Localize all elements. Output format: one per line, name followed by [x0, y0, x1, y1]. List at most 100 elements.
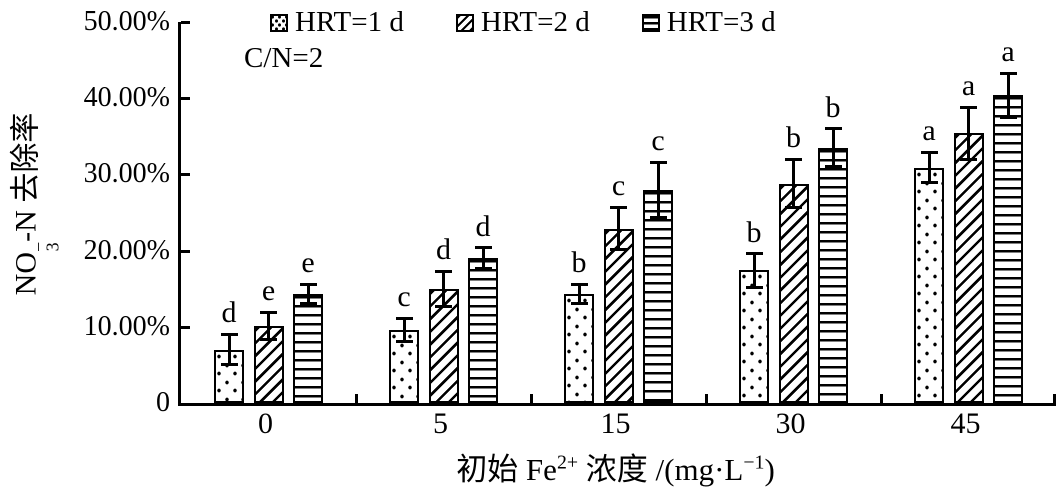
legend-label: HRT=1 d [295, 6, 404, 38]
error-bar-cap-top [570, 282, 588, 286]
bar [564, 294, 594, 403]
cn-ratio-annotation: C/N=2 [244, 42, 324, 74]
error-bar-cap-top [610, 205, 627, 209]
error-bar [967, 107, 970, 160]
bar [739, 270, 769, 403]
significance-letter: d [475, 209, 491, 243]
error-bar [306, 284, 310, 304]
error-bar-cap-top [395, 316, 413, 320]
error-bar-cap-top [999, 71, 1017, 75]
y-tick-label: 0 [156, 387, 170, 418]
superscript: 2+ [556, 451, 579, 474]
x-axis-tick [354, 394, 358, 403]
error-bar [402, 318, 406, 342]
error-bar-cap-top [474, 246, 492, 250]
error-bar-cap-bottom [960, 157, 977, 161]
error-bar [577, 284, 581, 304]
error-bar [481, 247, 485, 269]
significance-letter: b [571, 246, 587, 280]
significance-letter: a [1001, 35, 1015, 69]
x-axis-tick [704, 394, 708, 403]
error-bar-cap-top [920, 150, 938, 154]
error-bar [442, 271, 445, 307]
bar [818, 147, 848, 403]
error-bar-cap-top [220, 332, 238, 336]
y-axis-label: NO −3 -N 去除率 [9, 112, 63, 296]
error-bar-cap-bottom [999, 115, 1017, 119]
x-tick-label: 15 [600, 407, 631, 440]
error-bar-cap-top [299, 282, 317, 286]
x-tick-label: 0 [258, 407, 273, 440]
significance-letter: c [651, 124, 665, 158]
bar [993, 95, 1023, 403]
y-tick-label: 30.00% [83, 158, 170, 190]
error-bar-cap-bottom [395, 339, 413, 343]
bar [293, 294, 323, 403]
bar [468, 258, 498, 403]
significance-letter: a [961, 69, 976, 103]
significance-letter: b [746, 215, 762, 249]
error-bar [617, 207, 620, 250]
error-bar [227, 334, 231, 365]
bar [253, 326, 284, 403]
x-tick-label: 5 [433, 407, 448, 440]
error-bar-cap-bottom [610, 248, 627, 252]
y-tick-label: 20.00% [83, 234, 170, 266]
error-bar [656, 162, 660, 218]
legend: HRT=1 d HRT=2 d HRT=3 d [270, 8, 776, 37]
legend-item: HRT=1 d [270, 8, 404, 37]
bar [428, 288, 459, 403]
y-tick-label: 50.00% [83, 6, 170, 37]
significance-letter: e [261, 274, 276, 308]
error-bar-cap-bottom [785, 206, 802, 210]
error-bar [927, 152, 931, 183]
error-bar-cap-bottom [649, 215, 667, 219]
x-axis-tick [529, 394, 533, 403]
y-axis-tick [181, 97, 190, 101]
significance-letter: d [436, 233, 451, 267]
error-bar-cap-bottom [570, 302, 588, 306]
bar [778, 183, 809, 403]
error-bar-cap-bottom [260, 338, 277, 342]
y-axis-tick [181, 173, 190, 177]
error-bar-cap-bottom [474, 267, 492, 271]
y-axis-tick [181, 21, 190, 24]
error-bar-cap-top [745, 252, 763, 256]
error-bar-cap-top [824, 127, 842, 131]
x-tick-label: 45 [950, 407, 981, 440]
x-axis-tick [879, 394, 883, 403]
y-tick-label: 10.00% [83, 310, 170, 342]
bar [603, 228, 634, 403]
legend-item: HRT=2 d [455, 6, 590, 38]
x-axis-tick [1053, 394, 1056, 403]
legend-swatch-hlines-icon [641, 13, 660, 32]
error-bar-cap-top [960, 105, 977, 109]
legend-label: HRT=2 d [480, 6, 590, 38]
legend-item: HRT=3 d [641, 8, 776, 37]
error-bar-cap-bottom [745, 285, 763, 289]
legend-swatch-diagonal-icon [455, 13, 474, 32]
error-bar [792, 159, 795, 208]
error-bar-cap-bottom [299, 302, 317, 306]
bar [914, 167, 944, 403]
significance-letter: e [301, 246, 315, 280]
error-bar-cap-bottom [220, 363, 238, 367]
significance-letter: c [611, 169, 626, 203]
error-bar-cap-top [649, 160, 667, 164]
error-bar [831, 128, 835, 167]
significance-letter: a [922, 114, 936, 148]
y-axis-tick [181, 249, 190, 253]
significance-letter: c [397, 280, 411, 314]
bar [643, 189, 673, 403]
error-bar [267, 312, 270, 340]
error-bar [1006, 73, 1010, 118]
legend-swatch-dots-icon [270, 13, 288, 32]
error-bar-cap-bottom [435, 304, 452, 308]
error-bar-cap-bottom [920, 181, 938, 185]
x-axis-label: 初始 Fe2+ 浓度 /(mg·L−1) [456, 451, 775, 487]
significance-letter: b [825, 90, 841, 124]
significance-letter: d [221, 296, 237, 330]
error-bar-cap-top [435, 269, 452, 273]
